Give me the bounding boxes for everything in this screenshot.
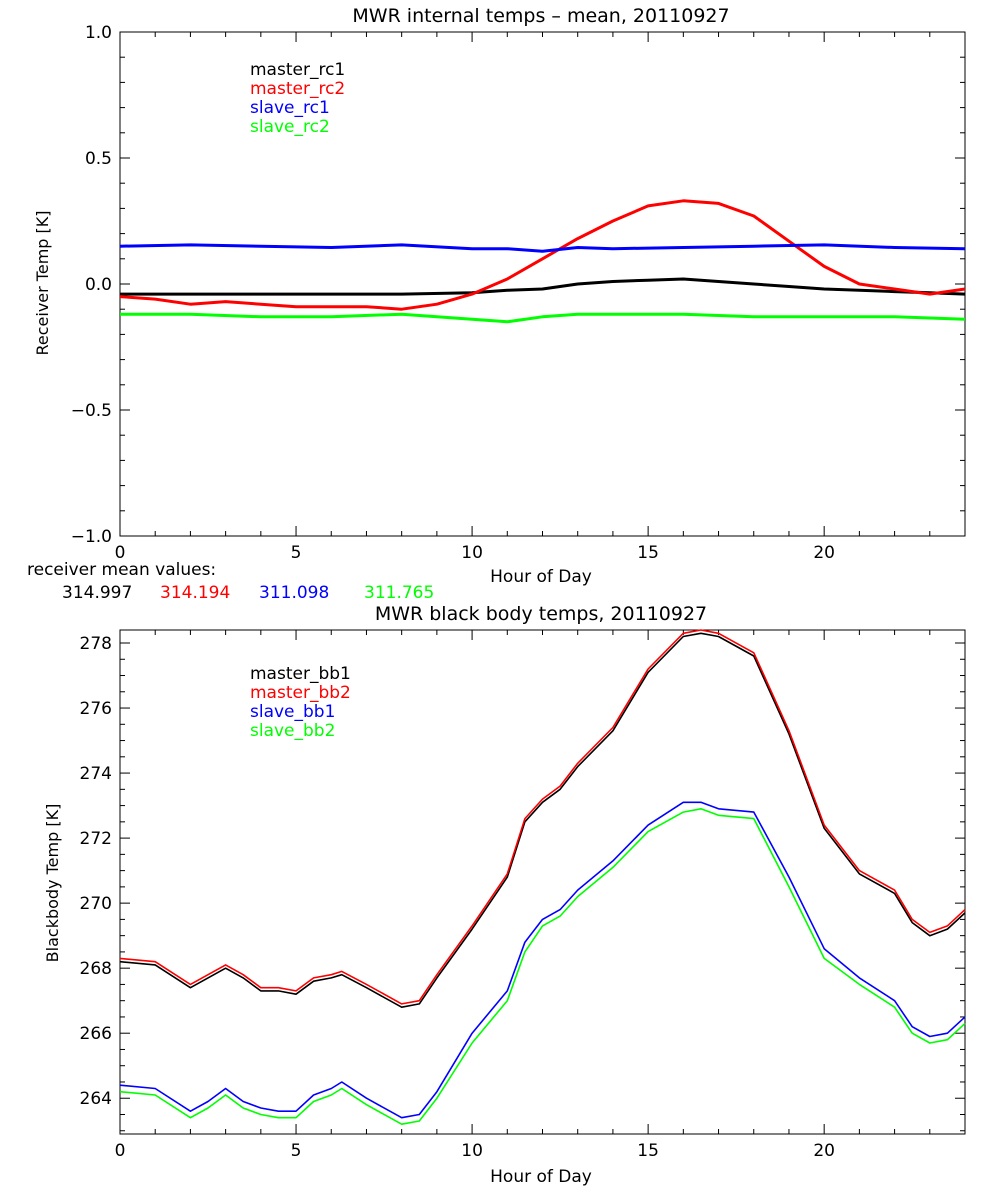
plot-area: 0 5 10 15 20 −1.0 −0.5 0.0 0.5 1.0 master_rc1maste… bbox=[71, 23, 966, 563]
x-tick-label: 10 bbox=[461, 1141, 483, 1161]
y-tick-label: 270 bbox=[80, 894, 112, 914]
chart-title: MWR black body temps, 20110927 bbox=[375, 603, 707, 625]
x-tick-label: 15 bbox=[637, 543, 659, 563]
y-tick-label: 0.0 bbox=[85, 275, 112, 295]
legend-entry: master_rc1 bbox=[250, 60, 345, 80]
y-tick-label: 0.5 bbox=[85, 149, 112, 169]
series-line bbox=[119, 199, 966, 311]
y-axis-label: Blackbody Temp [K] bbox=[43, 804, 62, 963]
x-tick-label: 5 bbox=[291, 1141, 302, 1161]
y-tick-label: 1.0 bbox=[85, 23, 112, 43]
x-axis-label: Hour of Day bbox=[490, 1167, 592, 1187]
series-line bbox=[119, 243, 966, 253]
legend-entry: slave_rc1 bbox=[250, 98, 330, 118]
series-line bbox=[119, 801, 966, 1119]
receiver-mean-value: 314.997 bbox=[62, 583, 132, 603]
receiver-mean-value: 311.765 bbox=[364, 583, 434, 603]
y-tick-label: 274 bbox=[80, 764, 112, 784]
x-tick-label: 0 bbox=[115, 1141, 126, 1161]
x-tick-label: 20 bbox=[813, 1141, 835, 1161]
series-line bbox=[119, 807, 966, 1125]
internal-temps-chart: MWR internal temps – mean, 20110927 0 5 10… bbox=[33, 5, 966, 587]
legend-entry: master_rc2 bbox=[250, 79, 345, 99]
x-tick-label: 5 bbox=[291, 543, 302, 563]
y-tick-label: −0.5 bbox=[71, 401, 112, 421]
x-tick-label: 10 bbox=[461, 543, 483, 563]
y-tick-label: 272 bbox=[80, 829, 112, 849]
legend-entry: slave_bb1 bbox=[250, 702, 335, 722]
legend-entry: master_bb2 bbox=[250, 683, 351, 703]
receiver-means-label: receiver mean values: bbox=[27, 560, 216, 580]
y-tick-label: 264 bbox=[80, 1089, 112, 1109]
receiver-mean-value: 311.098 bbox=[259, 583, 329, 603]
series-line bbox=[120, 277, 966, 296]
y-tick-label: 276 bbox=[80, 699, 112, 719]
blackbody-temps-chart: MWR black body temps, 20110927 0 5 10 15 20 2… bbox=[43, 603, 966, 1187]
series-line bbox=[119, 629, 966, 1005]
y-tick-label: 278 bbox=[80, 634, 112, 654]
x-axis-label: Hour of Day bbox=[490, 567, 592, 587]
y-axis-label: Receiver Temp [K] bbox=[33, 210, 52, 355]
y-tick-label: −1.0 bbox=[71, 527, 112, 547]
legend-entry: slave_rc2 bbox=[250, 117, 330, 137]
x-tick-label: 15 bbox=[637, 1141, 659, 1161]
y-tick-label: 266 bbox=[80, 1024, 112, 1044]
x-tick-label: 20 bbox=[813, 543, 835, 563]
legend-entry: slave_bb2 bbox=[250, 721, 335, 741]
receiver-mean-value: 314.194 bbox=[160, 583, 230, 603]
y-tick-label: 268 bbox=[80, 959, 112, 979]
series-line bbox=[120, 312, 966, 324]
x-tick-label: 0 bbox=[115, 543, 126, 563]
receiver-means: receiver mean values: 314.997 314.194 31… bbox=[27, 560, 434, 603]
plot-area: 0 5 10 15 20 264 266 268 270 272 274 276 278 master_b… bbox=[80, 629, 966, 1161]
series-line bbox=[119, 632, 966, 1009]
legend-entry: master_bb1 bbox=[250, 664, 351, 684]
chart-title: MWR internal temps – mean, 20110927 bbox=[352, 5, 729, 27]
